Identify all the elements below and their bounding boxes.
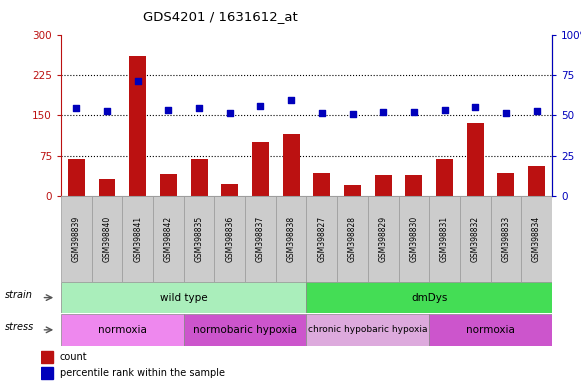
Bar	[313, 173, 330, 196]
Bar	[214, 196, 245, 282]
Bar	[41, 366, 53, 379]
Text: GSM398835: GSM398835	[195, 216, 203, 262]
Bar	[68, 159, 85, 196]
Text: GSM398842: GSM398842	[164, 216, 173, 262]
Text: GSM398832: GSM398832	[471, 216, 480, 262]
Text: GSM398828: GSM398828	[348, 216, 357, 262]
Text: GSM398838: GSM398838	[286, 216, 296, 262]
Bar	[153, 196, 184, 282]
Bar	[528, 166, 545, 196]
Bar	[276, 196, 307, 282]
Point	[195, 105, 204, 111]
Bar	[490, 196, 521, 282]
Text: stress: stress	[5, 322, 34, 332]
Bar	[99, 179, 116, 196]
Bar	[184, 196, 214, 282]
Text: GSM398833: GSM398833	[501, 216, 511, 262]
Point	[501, 109, 511, 116]
Bar	[344, 185, 361, 196]
Point	[440, 107, 449, 113]
Bar	[92, 196, 123, 282]
Text: wild type: wild type	[160, 293, 207, 303]
Bar	[245, 196, 276, 282]
Text: GSM398840: GSM398840	[102, 216, 112, 262]
Point	[317, 109, 327, 116]
Bar	[307, 196, 337, 282]
Bar	[406, 175, 422, 196]
Bar	[436, 159, 453, 196]
Bar	[521, 196, 552, 282]
Text: GSM398837: GSM398837	[256, 216, 265, 262]
Point	[102, 108, 112, 114]
Bar	[399, 196, 429, 282]
Bar	[130, 56, 146, 196]
Bar	[429, 196, 460, 282]
Bar	[307, 282, 552, 313]
Text: GSM398829: GSM398829	[379, 216, 388, 262]
Point	[225, 109, 234, 116]
Text: percentile rank within the sample: percentile rank within the sample	[60, 368, 225, 378]
Bar	[41, 351, 53, 363]
Point	[133, 78, 142, 84]
Bar	[160, 174, 177, 196]
Bar	[460, 196, 490, 282]
Point	[532, 108, 541, 114]
Text: GSM398831: GSM398831	[440, 216, 449, 262]
Point	[471, 104, 480, 110]
Text: dmDys: dmDys	[411, 293, 447, 303]
Text: normoxia: normoxia	[466, 325, 515, 335]
Point	[71, 105, 81, 111]
Text: GSM398841: GSM398841	[133, 216, 142, 262]
Text: normoxia: normoxia	[98, 325, 147, 335]
Bar	[368, 196, 399, 282]
Text: GSM398827: GSM398827	[317, 216, 327, 262]
Point	[286, 97, 296, 103]
Bar	[467, 123, 483, 196]
Point	[348, 111, 357, 117]
Bar	[61, 282, 307, 313]
Bar	[497, 173, 514, 196]
Bar	[283, 134, 300, 196]
Point	[379, 109, 388, 115]
Bar	[252, 142, 269, 196]
Bar	[191, 159, 207, 196]
Text: GSM398830: GSM398830	[410, 216, 418, 262]
Bar	[61, 196, 92, 282]
Text: normobaric hypoxia: normobaric hypoxia	[193, 325, 297, 335]
Point	[409, 109, 418, 115]
Bar	[429, 314, 552, 346]
Bar	[221, 184, 238, 196]
Bar	[184, 314, 307, 346]
Text: GSM398839: GSM398839	[72, 216, 81, 262]
Bar	[337, 196, 368, 282]
Bar	[375, 175, 392, 196]
Bar	[61, 314, 184, 346]
Text: count: count	[60, 352, 88, 362]
Text: chronic hypobaric hypoxia: chronic hypobaric hypoxia	[308, 325, 428, 334]
Text: GSM398836: GSM398836	[225, 216, 234, 262]
Point	[164, 107, 173, 113]
Text: GDS4201 / 1631612_at: GDS4201 / 1631612_at	[144, 10, 298, 23]
Text: GSM398834: GSM398834	[532, 216, 541, 262]
Bar	[123, 196, 153, 282]
Text: strain: strain	[5, 290, 33, 300]
Bar	[307, 314, 429, 346]
Point	[256, 103, 265, 109]
